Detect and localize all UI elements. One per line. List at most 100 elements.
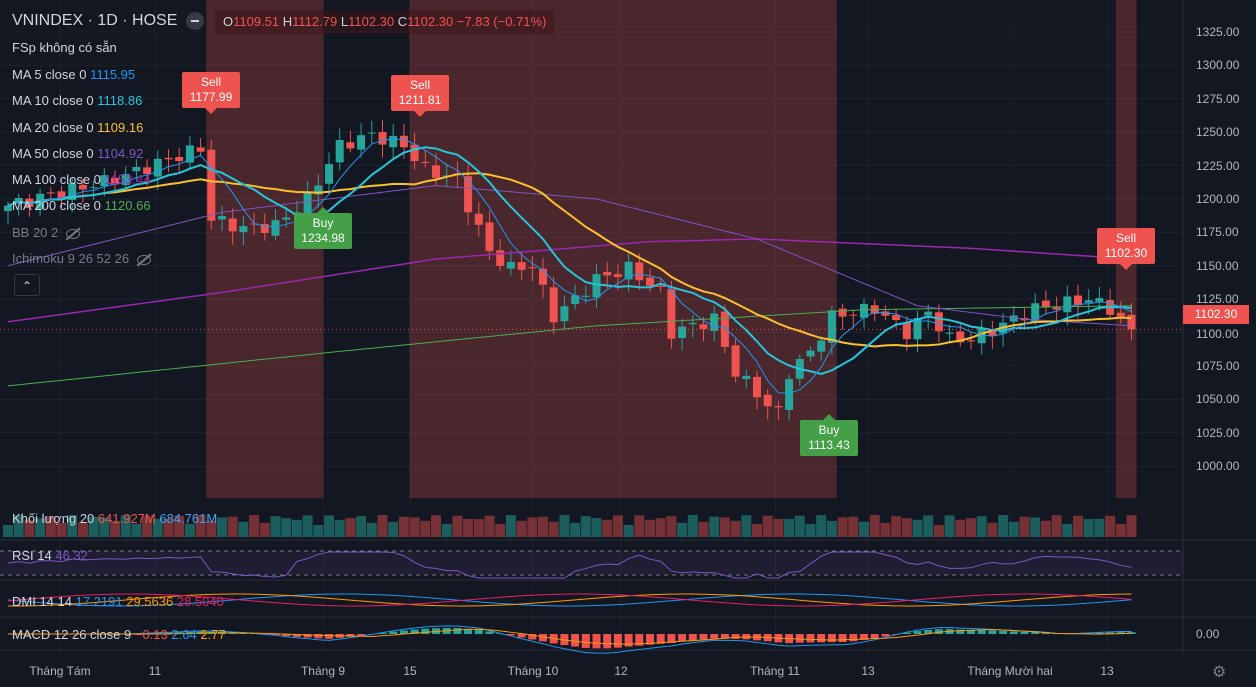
sell-signal: Sell 1211.81 — [391, 75, 449, 117]
volume-bar — [1083, 518, 1094, 537]
volume-bar — [1008, 521, 1019, 537]
macd-histogram-bar — [827, 634, 836, 643]
volume-bar — [334, 519, 345, 537]
macd-histogram-bar — [881, 634, 890, 637]
candle-body — [1041, 300, 1050, 307]
macd-axis-label: 0.00 — [1196, 627, 1220, 641]
macd-histogram-bar — [282, 634, 291, 636]
candle-body — [1031, 303, 1040, 321]
macd-histogram-bar — [656, 634, 665, 644]
chevron-up-icon[interactable]: ⌃ — [14, 274, 40, 296]
macd-histogram-bar — [1020, 631, 1029, 634]
candle-body — [100, 175, 109, 187]
candle-body — [378, 132, 387, 145]
macd-histogram-bar — [934, 629, 943, 634]
time-axis-label: Tháng Mười hai — [967, 664, 1053, 678]
gear-icon[interactable]: ⚙ — [1212, 664, 1227, 681]
symbol-title[interactable]: VNINDEX · 1D · HOSE — [12, 12, 178, 29]
candle-body — [335, 140, 344, 163]
hidden-eye-icon[interactable] — [66, 228, 81, 239]
candle-body — [613, 274, 622, 277]
candle-body — [314, 185, 323, 195]
candle-body — [1127, 314, 1136, 330]
volume-bar — [944, 515, 955, 537]
candle-body — [1063, 296, 1072, 313]
volume-legend[interactable]: Khối lượng 20 641.927M 684.761M — [12, 511, 218, 526]
price-axis-label: 1275.00 — [1196, 91, 1240, 106]
macd-histogram-bar — [1127, 632, 1136, 634]
time-axis-label: 13 — [1100, 664, 1114, 678]
volume-bar — [741, 515, 752, 537]
ma5-legend[interactable]: MA 5 close 0 1115.95 — [12, 67, 136, 82]
volume-bar — [998, 515, 1009, 537]
ma20-line — [7, 172, 1132, 348]
volume-bar — [152, 518, 163, 537]
ma50-line — [7, 185, 1132, 327]
ma20-legend[interactable]: MA 20 close 0 1109.16 — [12, 120, 144, 135]
candle-body — [271, 220, 280, 236]
volume-bar — [687, 515, 698, 537]
volume-bar — [966, 518, 976, 537]
volume-bar — [441, 523, 452, 537]
hide-legend-button[interactable] — [186, 12, 204, 30]
macd-legend[interactable]: MACD 12 26 close 9 −0.13 2.64 2.77 — [12, 627, 226, 642]
dmi-legend[interactable]: DMI 14 14 17.2191 29.5636 28.5040 — [12, 594, 224, 609]
macd-histogram-bar — [1041, 632, 1050, 634]
macd-histogram-bar — [592, 634, 601, 649]
macd-histogram-bar — [560, 634, 569, 646]
buy-signal: Buy 1234.98 — [294, 207, 352, 249]
candle-body — [14, 197, 23, 203]
candle-body — [228, 218, 237, 232]
candle-body — [1074, 295, 1082, 306]
volume-bar — [912, 519, 923, 537]
ma200-legend[interactable]: MA 200 close 0 1120.66 — [12, 198, 151, 213]
bb-legend[interactable]: BB 20 2 — [12, 225, 81, 240]
candle-body — [977, 328, 986, 344]
price-axis-label: 1025.00 — [1196, 425, 1240, 440]
volume-bar — [816, 515, 827, 537]
candle-body — [849, 314, 858, 316]
candle-body — [410, 144, 419, 162]
ma10-legend[interactable]: MA 10 close 0 1118.86 — [12, 93, 143, 108]
volume-bar — [719, 517, 730, 537]
volume-bar — [302, 515, 313, 537]
volume-bar — [377, 515, 388, 537]
volume-bar — [324, 515, 334, 537]
macd-histogram-bar — [399, 630, 408, 634]
candle-body — [496, 250, 505, 267]
dmi-line — [7, 593, 1132, 607]
rsi-legend[interactable]: RSI 14 46.32 — [12, 548, 88, 563]
candle-body — [945, 332, 954, 334]
volume-bar — [1040, 520, 1051, 537]
macd-histogram-bar — [646, 634, 654, 645]
candle-body — [827, 310, 836, 343]
volume-bar — [901, 518, 912, 537]
ma50-legend[interactable]: MA 50 close 0 1104.92 — [12, 146, 144, 161]
time-axis-label: 11 — [148, 664, 162, 678]
macd-histogram-bar — [795, 634, 804, 643]
ma100-legend[interactable]: MA 100 close 0 1153.44 — [12, 172, 151, 187]
macd-histogram-bar — [999, 630, 1008, 634]
hidden-eye-icon[interactable] — [137, 254, 152, 265]
macd-histogram-bar — [485, 631, 494, 634]
fsp-legend[interactable]: FSp không có sẵn — [12, 40, 117, 55]
macd-histogram-bar — [817, 634, 826, 643]
volume-bar — [366, 522, 377, 537]
candle-body — [592, 274, 601, 298]
volume-bar — [580, 516, 591, 537]
candle-body — [4, 205, 12, 211]
price-axis-label: 1000.00 — [1196, 459, 1240, 474]
volume-bar — [645, 519, 655, 537]
macd-histogram-bar — [720, 634, 729, 639]
macd-histogram-bar — [1095, 632, 1104, 634]
volume-bar — [238, 521, 249, 537]
macd-histogram-bar — [699, 634, 708, 640]
price-axis-label: 1200.00 — [1196, 192, 1240, 206]
volume-bar — [398, 516, 409, 537]
volume-bar — [45, 516, 56, 537]
macd-histogram-bar — [571, 634, 580, 647]
macd-histogram-bar — [635, 634, 644, 646]
time-axis-label: Tháng Tám — [29, 664, 91, 678]
ichimoku-legend[interactable]: Ichimoku 9 26 52 26 — [12, 251, 152, 266]
